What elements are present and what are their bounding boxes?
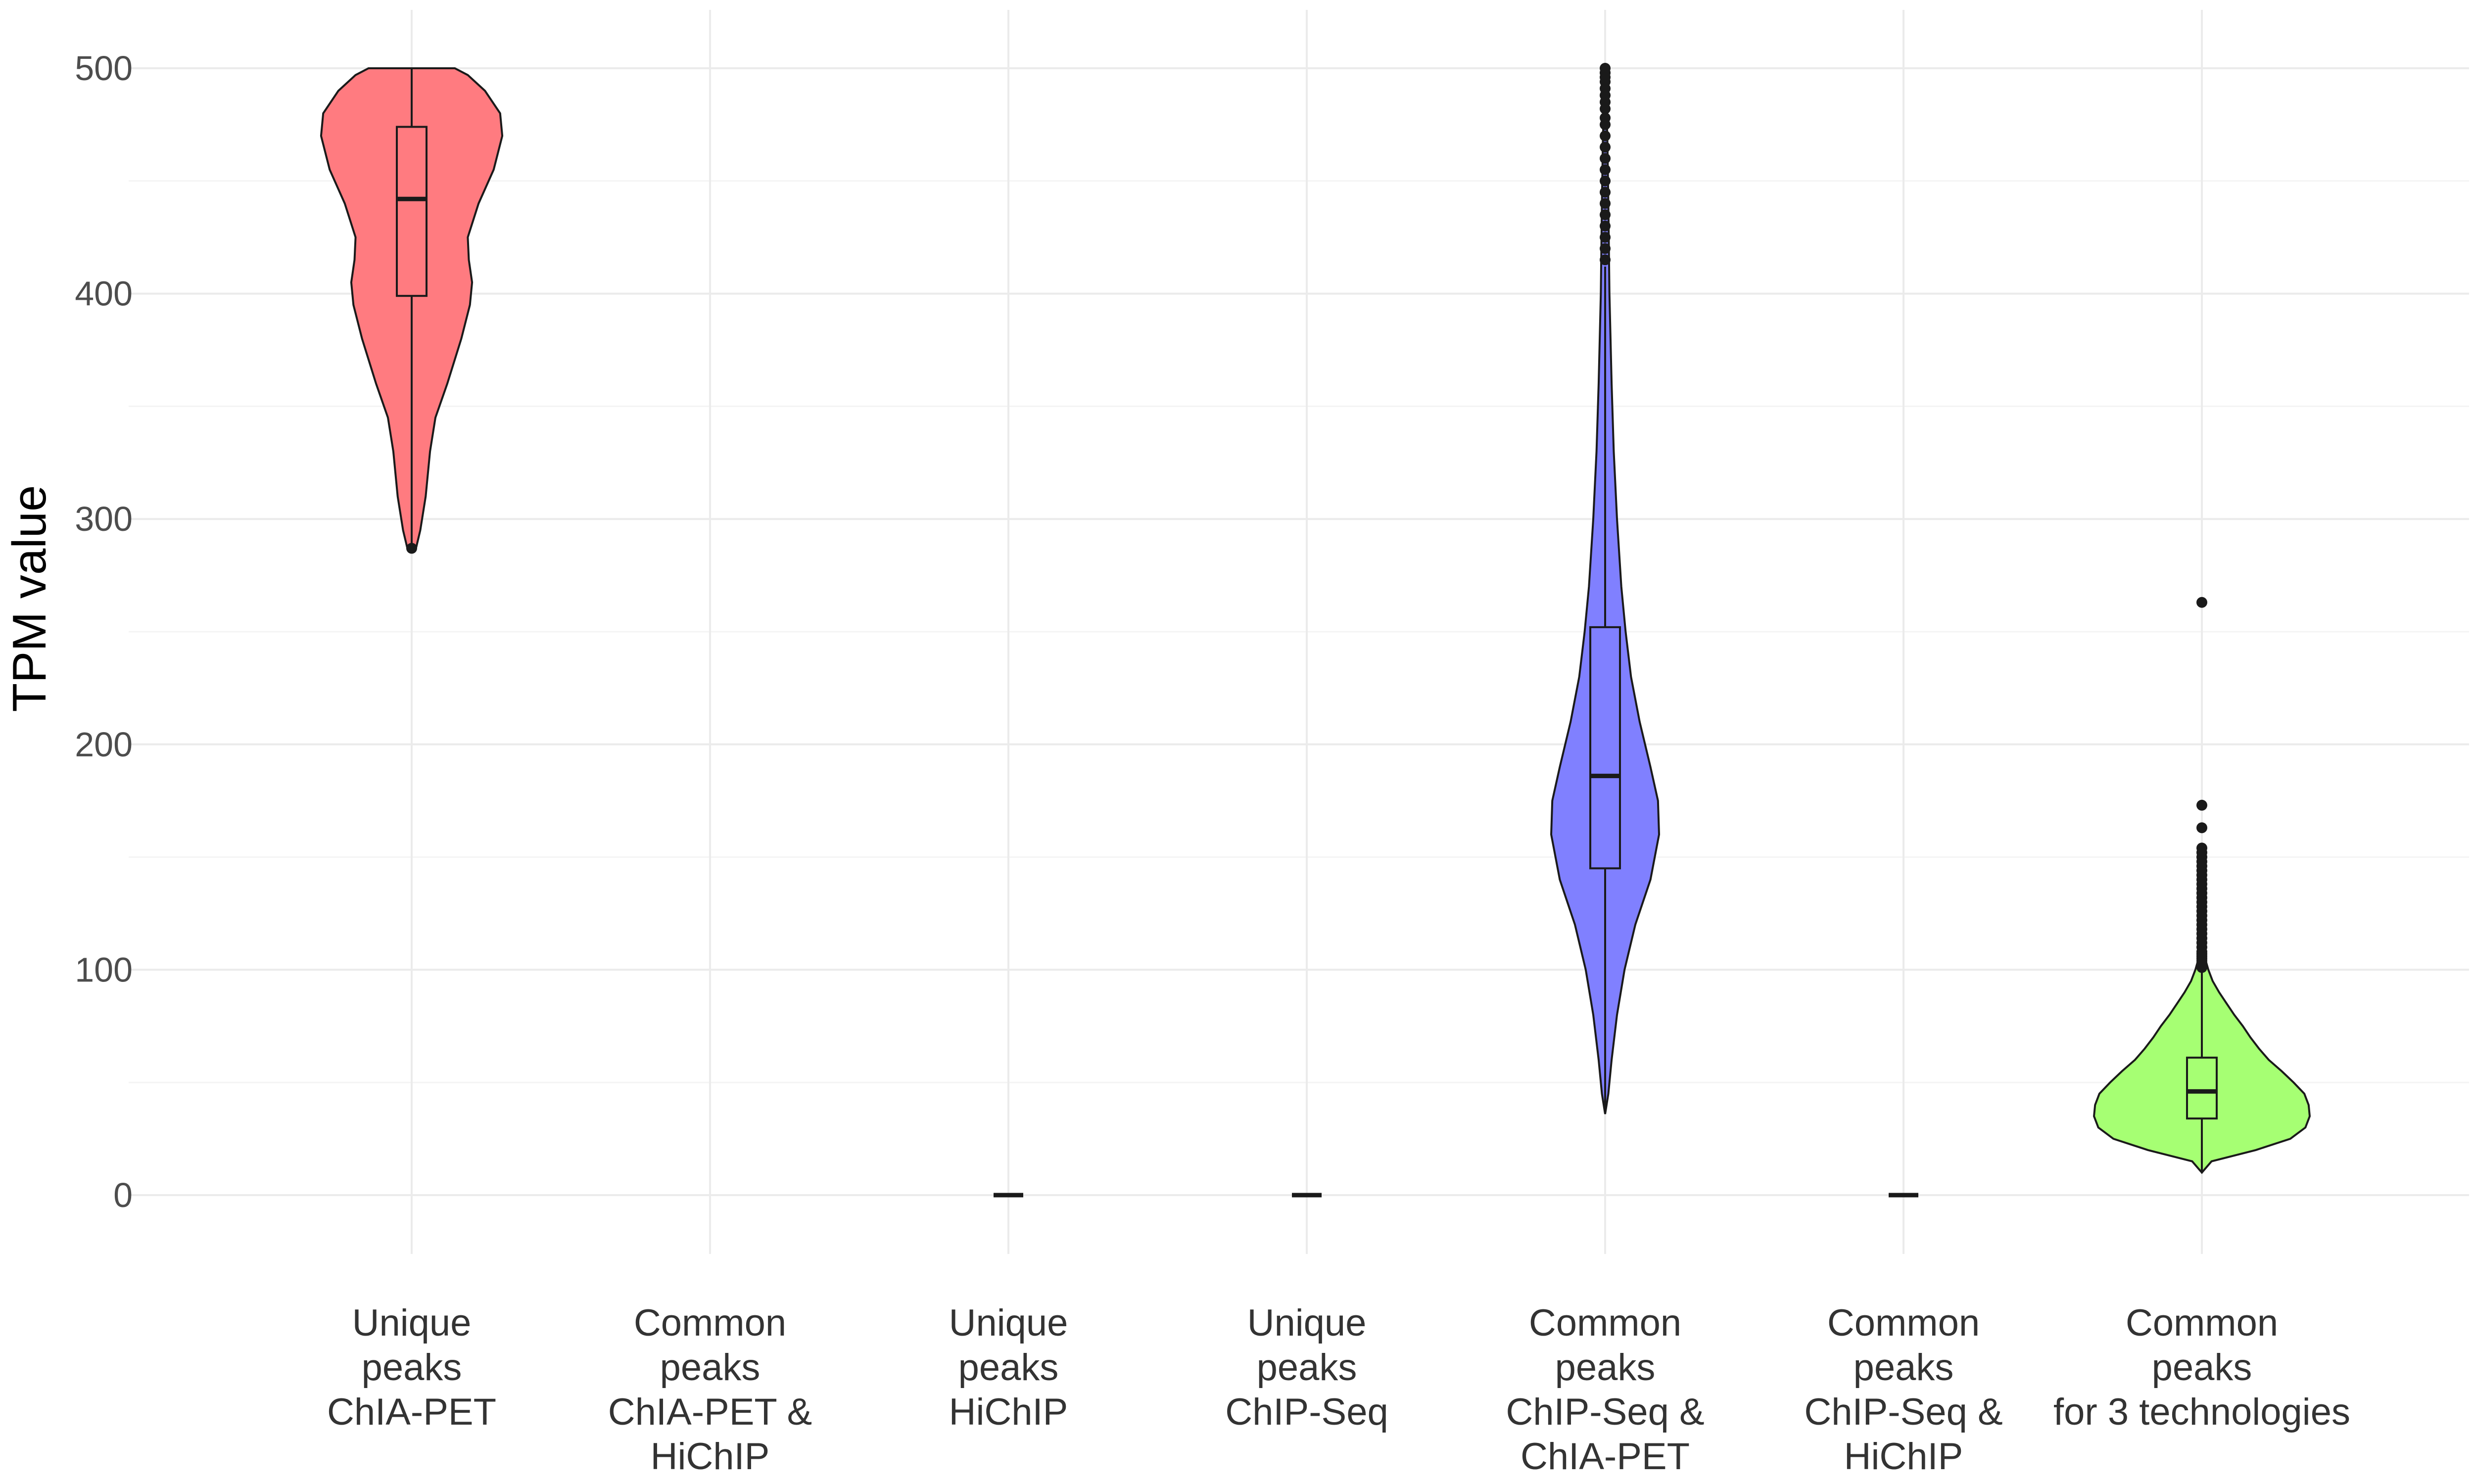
x-axis-ticks: Unique peaks ChIA-PET Common peaks ChIA-PET &… — [327, 1302, 2350, 1478]
y-tick-label: 300 — [75, 500, 133, 538]
y-tick-label: 500 — [75, 49, 133, 88]
violin-group — [2093, 597, 2311, 1174]
x-tick-label: Unique peaks ChIA-PET — [327, 1302, 496, 1433]
x-tick-label: Common peaks ChIA-PET & HiChIP — [608, 1302, 812, 1478]
outlier-point — [1600, 232, 1611, 243]
y-tick-label: 200 — [75, 725, 133, 764]
x-tick-label: Unique peaks ChIP-Seq — [1225, 1302, 1388, 1433]
outlier-point — [1600, 130, 1611, 141]
outlier-point — [1600, 153, 1611, 164]
outlier-point — [1600, 112, 1611, 124]
x-tick-label: Unique peaks HiChIP — [949, 1302, 1068, 1433]
x-tick-label: Common peaks ChIP-Seq & HiChIP — [1804, 1302, 2002, 1478]
y-tick-label: 0 — [113, 1176, 133, 1214]
outlier-point — [1600, 141, 1611, 153]
violins — [320, 63, 2311, 1198]
x-tick-label: Common peaks ChIP-Seq & ChIA-PET — [1506, 1302, 1704, 1478]
outlier-point — [1600, 220, 1611, 232]
x-tick-label: Common peaks for 3 technologies — [2053, 1302, 2350, 1433]
y-tick-label: 400 — [75, 275, 133, 313]
y-axis-ticks: 0 100 200 300 400 500 — [75, 49, 133, 1214]
y-axis-title: TPM value — [3, 485, 56, 712]
y-tick-label: 100 — [75, 950, 133, 989]
outlier-point — [1600, 243, 1611, 254]
outlier-point — [1600, 175, 1611, 186]
box-iqr — [1589, 626, 1621, 870]
outlier-point — [1600, 198, 1611, 209]
outlier-point — [1600, 186, 1611, 198]
outlier-point — [406, 543, 417, 554]
outlier-point — [2196, 822, 2207, 834]
outlier-point — [1600, 63, 1611, 74]
box-iqr — [396, 126, 428, 297]
outlier-point — [1600, 209, 1611, 221]
outlier-point — [1600, 254, 1611, 266]
outlier-point — [2196, 842, 2207, 854]
violin-group — [320, 67, 504, 554]
outlier-point — [2196, 597, 2207, 608]
box-iqr — [2186, 1057, 2218, 1120]
outlier-point — [2196, 799, 2207, 811]
outlier-point — [1600, 164, 1611, 176]
violin-group — [1550, 63, 1661, 1114]
